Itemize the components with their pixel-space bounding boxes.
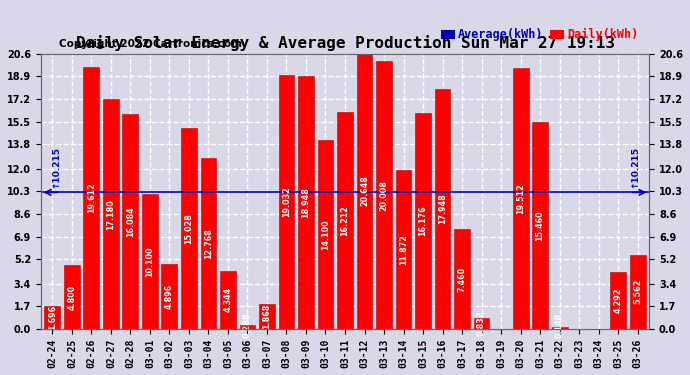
Bar bbox=[83, 67, 99, 329]
Bar bbox=[415, 113, 431, 329]
Bar bbox=[181, 128, 197, 329]
Bar bbox=[142, 194, 158, 329]
Text: 0.288: 0.288 bbox=[243, 313, 252, 338]
Bar bbox=[64, 265, 80, 329]
Bar bbox=[513, 68, 529, 329]
Bar bbox=[279, 75, 295, 329]
Text: 15.028: 15.028 bbox=[184, 213, 193, 244]
Text: 11.872: 11.872 bbox=[399, 234, 408, 265]
Bar bbox=[357, 53, 373, 329]
Bar bbox=[123, 114, 139, 329]
Bar bbox=[473, 318, 489, 329]
Text: 16.084: 16.084 bbox=[126, 206, 135, 237]
Text: 4.896: 4.896 bbox=[165, 284, 174, 309]
Bar bbox=[376, 62, 392, 329]
Bar bbox=[44, 306, 61, 329]
Text: ↑10.215: ↑10.215 bbox=[630, 146, 639, 188]
Text: 0.148: 0.148 bbox=[555, 313, 564, 338]
Bar bbox=[629, 255, 646, 329]
Text: 17.948: 17.948 bbox=[438, 194, 447, 224]
Text: 0.832: 0.832 bbox=[477, 311, 486, 336]
Bar bbox=[298, 76, 314, 329]
Bar bbox=[220, 271, 236, 329]
Bar bbox=[454, 229, 470, 329]
Bar bbox=[161, 264, 177, 329]
Text: Copyright 2022 Cartronics.com: Copyright 2022 Cartronics.com bbox=[59, 39, 241, 50]
Text: 20.648: 20.648 bbox=[360, 176, 369, 206]
Bar bbox=[201, 158, 217, 329]
Bar bbox=[610, 272, 626, 329]
Title: Daily Solar Energy & Average Production Sun Mar 27 19:13: Daily Solar Energy & Average Production … bbox=[75, 35, 615, 51]
Text: ↑10.215: ↑10.215 bbox=[51, 146, 60, 188]
Text: 4.800: 4.800 bbox=[68, 284, 77, 309]
Text: 1.868: 1.868 bbox=[262, 304, 271, 329]
Text: 4.344: 4.344 bbox=[224, 287, 233, 312]
Text: 18.948: 18.948 bbox=[302, 187, 310, 218]
Text: 16.212: 16.212 bbox=[340, 205, 350, 236]
Bar bbox=[337, 112, 353, 329]
Text: 19.032: 19.032 bbox=[282, 186, 291, 217]
Bar bbox=[395, 170, 411, 329]
Bar bbox=[103, 99, 119, 329]
Bar bbox=[435, 89, 451, 329]
Text: 17.180: 17.180 bbox=[106, 199, 115, 230]
Bar bbox=[317, 141, 333, 329]
Text: 16.176: 16.176 bbox=[419, 206, 428, 236]
Text: 12.768: 12.768 bbox=[204, 228, 213, 259]
Bar bbox=[551, 327, 567, 329]
Text: 19.512: 19.512 bbox=[516, 183, 525, 214]
Bar bbox=[532, 122, 548, 329]
Text: 5.562: 5.562 bbox=[633, 279, 642, 304]
Text: 20.008: 20.008 bbox=[380, 180, 388, 211]
Text: 19.612: 19.612 bbox=[87, 183, 96, 213]
Text: 1.696: 1.696 bbox=[48, 305, 57, 330]
Text: 10.100: 10.100 bbox=[146, 246, 155, 277]
Bar bbox=[259, 304, 275, 329]
Bar bbox=[239, 325, 255, 329]
Text: 14.100: 14.100 bbox=[321, 219, 330, 250]
Text: 7.460: 7.460 bbox=[457, 267, 466, 292]
Text: 15.460: 15.460 bbox=[535, 210, 544, 241]
Legend: Average(kWh), Daily(kWh): Average(kWh), Daily(kWh) bbox=[436, 24, 643, 46]
Text: 4.292: 4.292 bbox=[613, 288, 622, 313]
